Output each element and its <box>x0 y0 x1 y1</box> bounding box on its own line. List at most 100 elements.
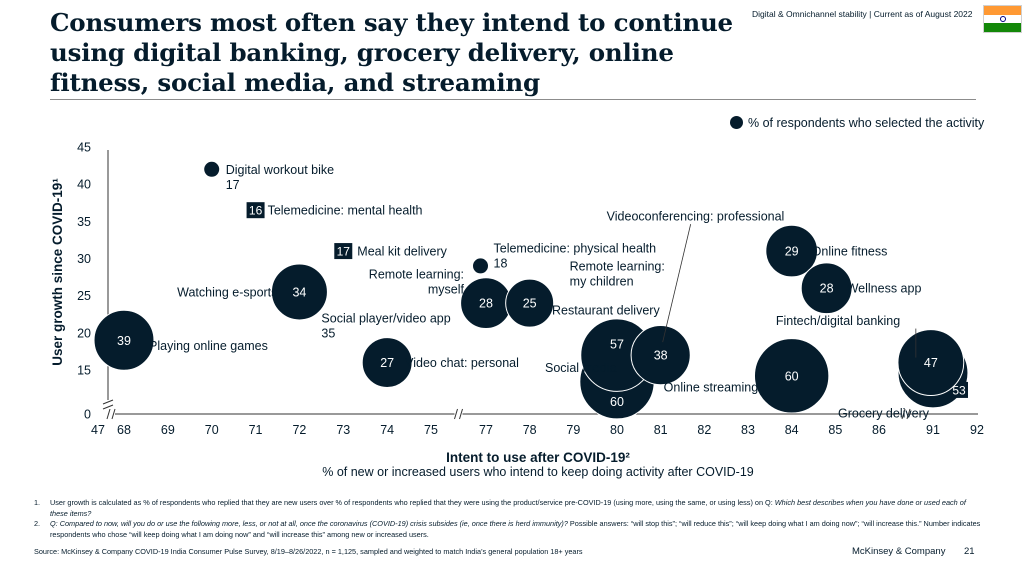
x-tick-label: 77 <box>479 423 493 437</box>
bubble-name-line: Videoconferencing: professional <box>607 210 785 224</box>
x-tick-label: 70 <box>205 423 219 437</box>
bubble-name-label: Remote learning: myself <box>369 268 465 297</box>
bubble-name-line: Telemedicine: physical health <box>494 241 657 255</box>
bubble-mark <box>93 309 155 371</box>
axis-break-gap <box>107 409 115 419</box>
bubble-group <box>472 257 489 275</box>
x-tick-label: 68 <box>117 423 131 437</box>
axis-break-slash <box>102 399 114 405</box>
bubble-name-label: Telemedicine: physical health <box>494 241 657 255</box>
bubble-name-line: Online fitness <box>812 245 888 259</box>
bubble-value-label: 17 <box>226 178 240 192</box>
bubble-group: 25 <box>505 278 555 328</box>
bubble-value-label: 60 <box>785 369 799 383</box>
y-tick-label: 0 <box>84 408 91 422</box>
bubble-name-label: Telemedicine: mental health <box>268 204 423 218</box>
x-tick-label: 81 <box>654 423 668 437</box>
x-tick-label: 71 <box>249 423 263 437</box>
axis-break-gap <box>902 409 910 419</box>
bubble-name-line: Remote learning: <box>570 260 665 274</box>
bubble-name-line: Online streaming <box>664 380 759 394</box>
bubble-name-line: my children <box>570 275 634 289</box>
bubble-name-label: Online fitness <box>812 245 888 259</box>
footnote-1: 1. User growth is calculated as % of res… <box>34 498 984 519</box>
bubble-name-label: Digital workout bike <box>226 163 334 177</box>
bubble-value-label: 35 <box>321 326 335 340</box>
bubble-mark <box>246 202 265 219</box>
bubble-name-line: Remote learning: <box>369 268 464 282</box>
bubble-mark <box>897 329 965 396</box>
flag-stripe-white <box>984 14 1021 24</box>
x-tick-label: 92 <box>970 423 984 437</box>
y-tick-label: 25 <box>77 289 91 303</box>
axis-break-slash <box>106 408 111 420</box>
y-tick-label: 30 <box>77 252 91 266</box>
x-tick-label: 84 <box>785 423 799 437</box>
x-tick-label: 73 <box>336 423 350 437</box>
bubble-mark <box>753 338 830 414</box>
bubble-group: 17 <box>334 243 353 260</box>
bubble-name-line: Restaurant delivery <box>552 304 660 318</box>
bubble-group: 38 <box>630 325 691 386</box>
y-tick-label: 40 <box>77 178 91 192</box>
footnote-text-plain: Possible answers: “will stop this”; “wil… <box>50 519 981 539</box>
axis-break-slash <box>454 408 458 420</box>
bubble-name-label: Meal kit delivery <box>357 245 447 259</box>
bubble-name-label: Watching e-sports <box>177 285 277 299</box>
x-tick-label: 82 <box>697 423 711 437</box>
x-axis-break-mark <box>454 408 463 420</box>
bubble-value-label: 17 <box>337 245 351 259</box>
axis-break-slash <box>102 404 114 410</box>
footnote-2: 2. Q: Compared to now, will you do or us… <box>34 519 984 540</box>
bubble-mark <box>361 337 413 389</box>
bubble-value-label: 25 <box>523 297 537 311</box>
axis-break-slash <box>111 408 116 420</box>
x-tick-label: 72 <box>292 423 306 437</box>
footnote-number: 2. <box>34 519 41 528</box>
bubble-name-line: Watching e-sports <box>177 285 277 299</box>
bubble-name-line: Telemedicine: mental health <box>268 204 423 218</box>
y-tick-label: 45 <box>77 141 91 155</box>
y-tick-label: 20 <box>77 326 91 340</box>
bubble-value-label: 34 <box>292 285 306 299</box>
y-axis-break-mark <box>102 399 114 410</box>
chart-legend: % of respondents who selected the activi… <box>730 116 984 130</box>
bubble-name-label: Remote learning: my children <box>570 260 665 289</box>
bubble-name-line: myself <box>428 283 465 297</box>
bubble-value-label: 16 <box>249 204 263 218</box>
bubble-mark <box>203 160 221 178</box>
bubble-name-label: Wellness app <box>847 282 922 296</box>
header-tag: Digital & Omnichannel stability | Curren… <box>752 9 973 19</box>
bubble-name-line: Social media <box>545 361 617 375</box>
y-tick-label: 35 <box>77 215 91 229</box>
source-note: Source: McKinsey & Company COVID-19 Indi… <box>34 547 583 556</box>
leader-line <box>662 224 692 343</box>
bubble-mark <box>800 262 853 315</box>
x-axis-title: Intent to use after COVID-19² <box>446 450 630 465</box>
bubble-labels: Social media Online streaming Restaurant d… <box>149 163 930 421</box>
bubble-name-line: Meal kit delivery <box>357 245 447 259</box>
bubble-name-label: Online streaming <box>664 380 759 394</box>
bubble-name-label: Social media <box>545 361 617 375</box>
bubble-value-label: 27 <box>380 356 394 370</box>
bubble-name-label: Video chat: personal <box>405 356 519 370</box>
bubble-value-label: 47 <box>924 356 938 370</box>
bubble-group: 60 <box>753 338 830 414</box>
page-title: Consumers most often say they intend to … <box>50 8 733 97</box>
bubble-value-label: 60 <box>610 395 624 409</box>
bubble-mark <box>630 325 691 386</box>
axis-break-slash <box>901 408 906 420</box>
bubble-group: 28 <box>800 262 853 315</box>
flag-chakra <box>999 15 1006 22</box>
bubble-group: 16 <box>246 202 265 219</box>
x-tick-label: 47 <box>91 423 105 437</box>
axis-break-slash <box>459 408 463 420</box>
bubble-name-line: Social player/video app <box>321 311 450 325</box>
bubble-mark <box>505 278 555 328</box>
legend-label: % of respondents who selected the activi… <box>748 116 985 130</box>
bubble-group <box>203 160 221 178</box>
flag-stripe-saffron <box>984 6 1021 15</box>
bubble-mark <box>472 257 489 275</box>
bubble-name-label: Grocery delivery <box>838 406 930 420</box>
